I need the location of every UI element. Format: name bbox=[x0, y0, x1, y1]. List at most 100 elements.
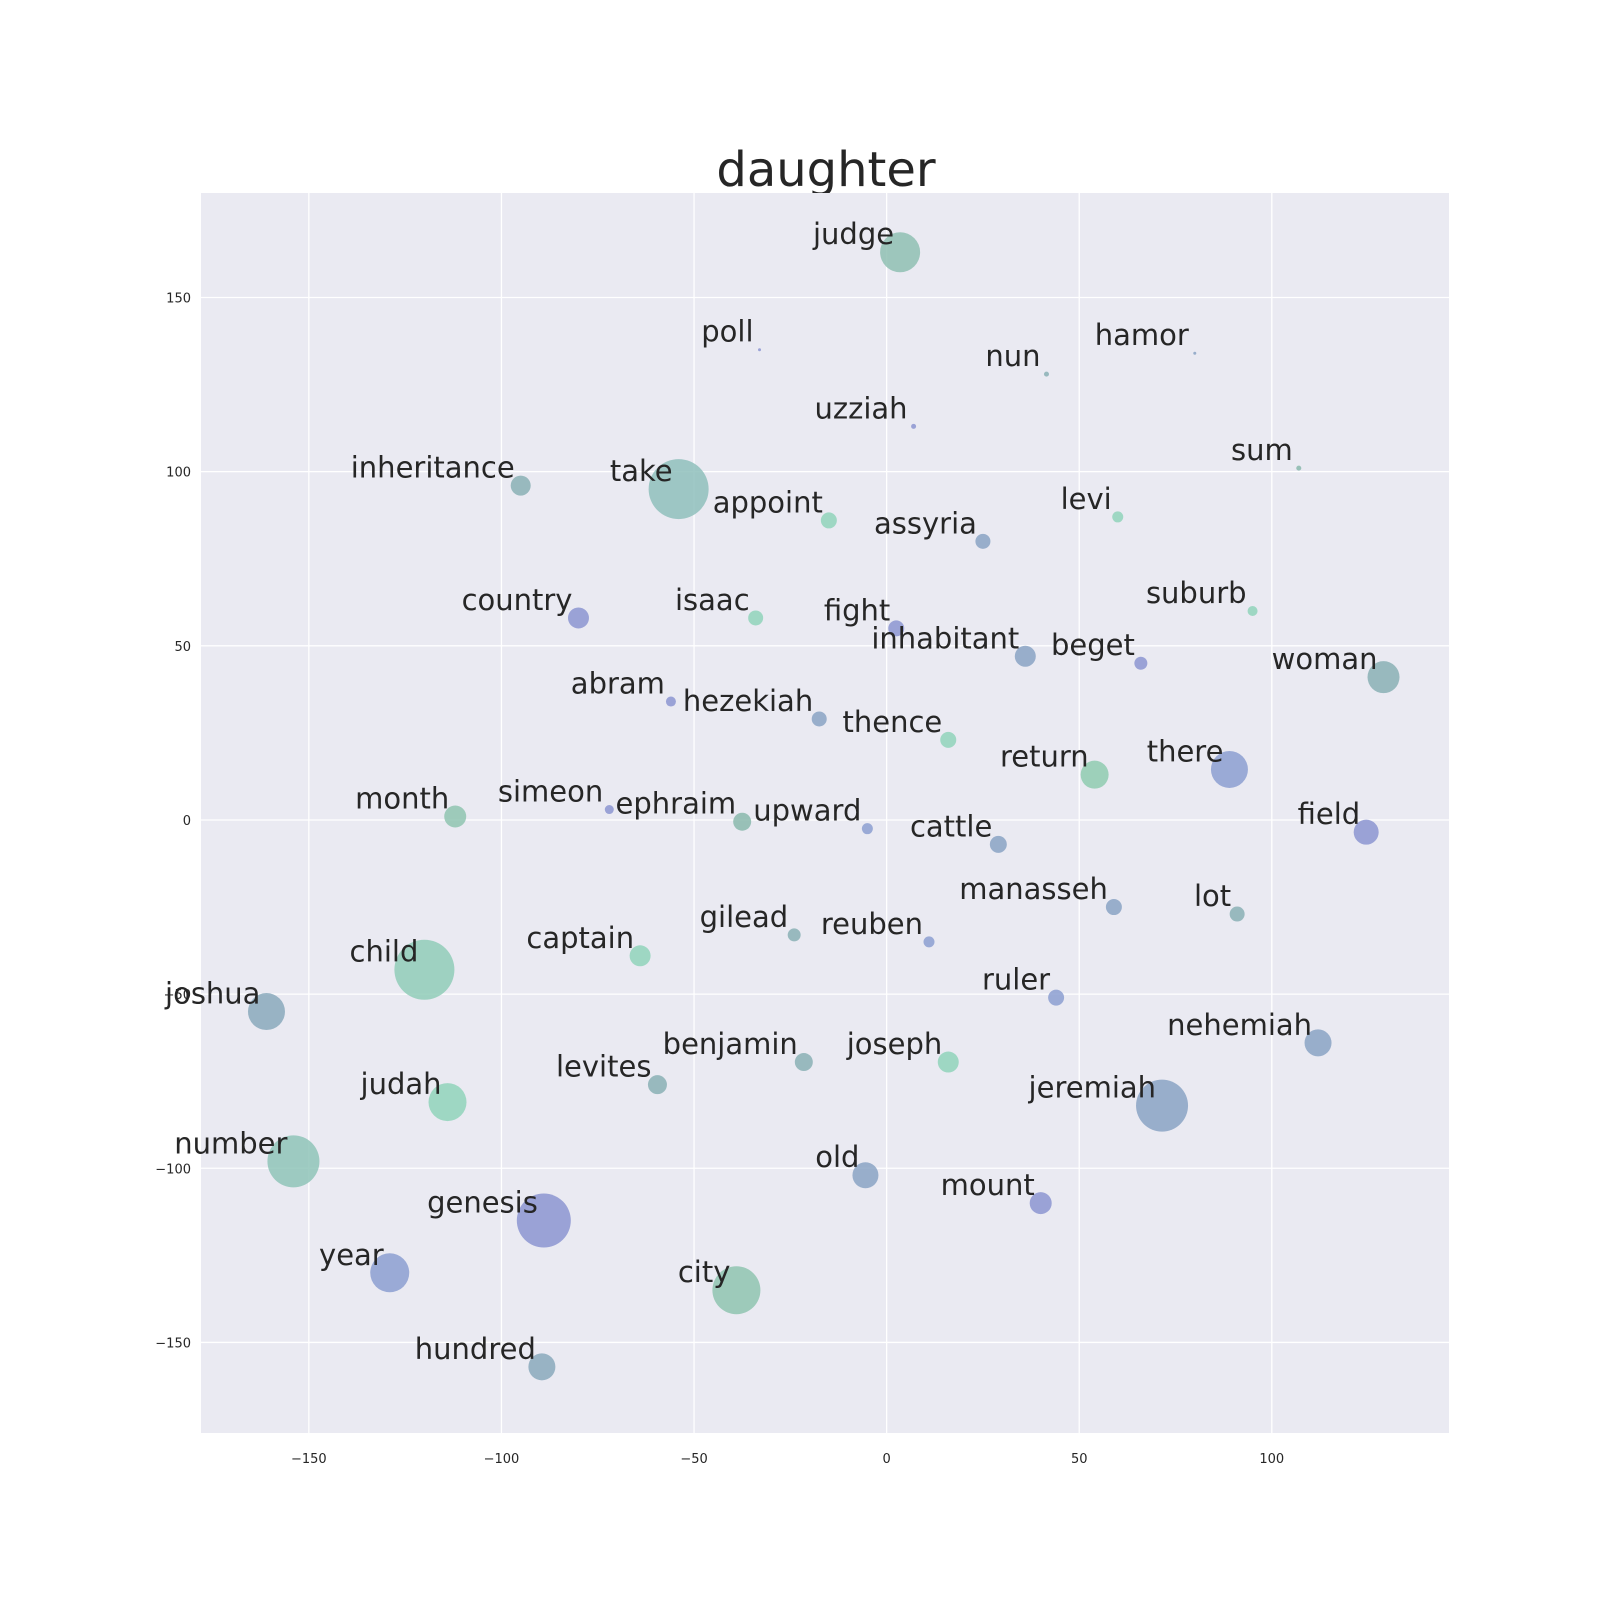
label-inhabitant: inhabitant bbox=[871, 621, 1019, 655]
point-manasseh bbox=[1105, 899, 1122, 916]
point-nun bbox=[1043, 371, 1049, 377]
label-take: take bbox=[610, 454, 673, 488]
label-manasseh: manasseh bbox=[959, 872, 1108, 906]
label-fight: fight bbox=[824, 593, 890, 627]
plot-area bbox=[201, 193, 1449, 1433]
label-judah: judah bbox=[360, 1067, 442, 1101]
point-field bbox=[1353, 819, 1379, 845]
point-return bbox=[1080, 760, 1109, 789]
label-there: there bbox=[1147, 734, 1224, 768]
point-inhabitant bbox=[1014, 645, 1036, 667]
point-joseph bbox=[937, 1051, 959, 1073]
y-tick-label: −50 bbox=[164, 988, 191, 1003]
point-jeremiah bbox=[1136, 1079, 1189, 1132]
label-woman: woman bbox=[1272, 642, 1378, 676]
label-isaac: isaac bbox=[675, 583, 750, 617]
label-nun: nun bbox=[985, 339, 1040, 373]
point-lot bbox=[1229, 906, 1245, 922]
point-woman bbox=[1367, 661, 1400, 694]
label-country: country bbox=[462, 583, 573, 617]
point-cattle bbox=[989, 835, 1007, 853]
y-tick-label: 100 bbox=[166, 466, 191, 481]
x-tick-label: 0 bbox=[882, 1452, 890, 1467]
x-tick-label: 100 bbox=[1259, 1452, 1284, 1467]
scatter-points bbox=[247, 232, 1400, 1381]
label-nehemiah: nehemiah bbox=[1167, 1008, 1312, 1042]
point-hundred bbox=[528, 1353, 556, 1381]
point-gilead bbox=[787, 928, 801, 942]
label-field: field bbox=[1298, 797, 1361, 831]
point-reuben bbox=[923, 936, 935, 948]
x-axis: −150 −100 −50 0 50 100 bbox=[291, 1452, 1284, 1467]
label-genesis: genesis bbox=[427, 1186, 538, 1220]
point-number bbox=[267, 1135, 320, 1188]
label-suburb: suburb bbox=[1146, 576, 1247, 610]
point-upward bbox=[861, 823, 873, 835]
label-gilead: gilead bbox=[700, 900, 789, 934]
point-labels: judge poll hamor nun uzziah sum inheritance tak… bbox=[164, 217, 1377, 1366]
point-appoint bbox=[820, 512, 837, 529]
x-tick-label: −50 bbox=[680, 1452, 707, 1467]
point-inheritance bbox=[510, 475, 531, 496]
point-levites bbox=[647, 1075, 667, 1095]
point-nehemiah bbox=[1304, 1029, 1332, 1057]
point-poll bbox=[758, 348, 762, 352]
point-child bbox=[394, 939, 455, 1000]
label-beget: beget bbox=[1051, 628, 1135, 662]
point-genesis bbox=[516, 1193, 571, 1248]
point-judah bbox=[428, 1083, 467, 1122]
point-ephraim bbox=[733, 812, 752, 831]
point-joshua bbox=[247, 993, 285, 1031]
point-captain bbox=[629, 945, 651, 967]
label-month: month bbox=[355, 781, 449, 815]
label-child: child bbox=[350, 935, 419, 969]
label-old: old bbox=[815, 1140, 859, 1174]
label-year: year bbox=[319, 1238, 384, 1272]
point-hezekiah bbox=[811, 711, 827, 727]
label-levites: levites bbox=[556, 1050, 651, 1084]
y-tick-label: −150 bbox=[155, 1336, 191, 1351]
label-benjamin: benjamin bbox=[663, 1027, 798, 1061]
label-lot: lot bbox=[1194, 879, 1231, 913]
label-mount: mount bbox=[941, 1168, 1035, 1202]
label-thence: thence bbox=[842, 705, 942, 739]
label-abram: abram bbox=[571, 667, 665, 701]
label-upward: upward bbox=[753, 794, 861, 828]
x-tick-label: −150 bbox=[291, 1452, 327, 1467]
point-uzziah bbox=[911, 423, 917, 429]
x-tick-label: 50 bbox=[1071, 1452, 1088, 1467]
point-month bbox=[444, 805, 467, 828]
y-tick-label: 0 bbox=[183, 814, 191, 829]
label-ruler: ruler bbox=[982, 963, 1050, 997]
point-ruler bbox=[1048, 989, 1065, 1006]
label-reuben: reuben bbox=[821, 907, 923, 941]
point-city bbox=[712, 1266, 761, 1315]
point-isaac bbox=[748, 610, 764, 626]
point-simeon bbox=[604, 805, 614, 815]
point-sum bbox=[1296, 465, 1302, 471]
point-mount bbox=[1029, 1192, 1052, 1215]
x-tick-label: −100 bbox=[484, 1452, 520, 1467]
label-jeremiah: jeremiah bbox=[1028, 1071, 1156, 1105]
label-hamor: hamor bbox=[1095, 318, 1189, 352]
point-judge bbox=[880, 232, 921, 273]
y-axis: −150 −100 −50 0 50 100 150 bbox=[155, 291, 191, 1351]
point-suburb bbox=[1247, 605, 1258, 616]
label-number: number bbox=[174, 1126, 287, 1160]
point-year bbox=[370, 1253, 410, 1293]
label-ephraim: ephraim bbox=[616, 787, 737, 821]
label-poll: poll bbox=[701, 315, 753, 349]
label-joshua: joshua bbox=[164, 977, 260, 1011]
y-tick-label: −100 bbox=[155, 1162, 191, 1177]
label-uzziah: uzziah bbox=[815, 391, 908, 425]
point-assyria bbox=[975, 533, 991, 549]
point-beget bbox=[1134, 656, 1148, 670]
point-levi bbox=[1112, 511, 1124, 523]
point-take bbox=[648, 459, 709, 520]
label-city: city bbox=[678, 1255, 731, 1289]
label-sum: sum bbox=[1231, 433, 1293, 467]
label-hezekiah: hezekiah bbox=[683, 684, 813, 718]
point-fight bbox=[888, 620, 905, 637]
label-judge: judge bbox=[812, 217, 894, 251]
